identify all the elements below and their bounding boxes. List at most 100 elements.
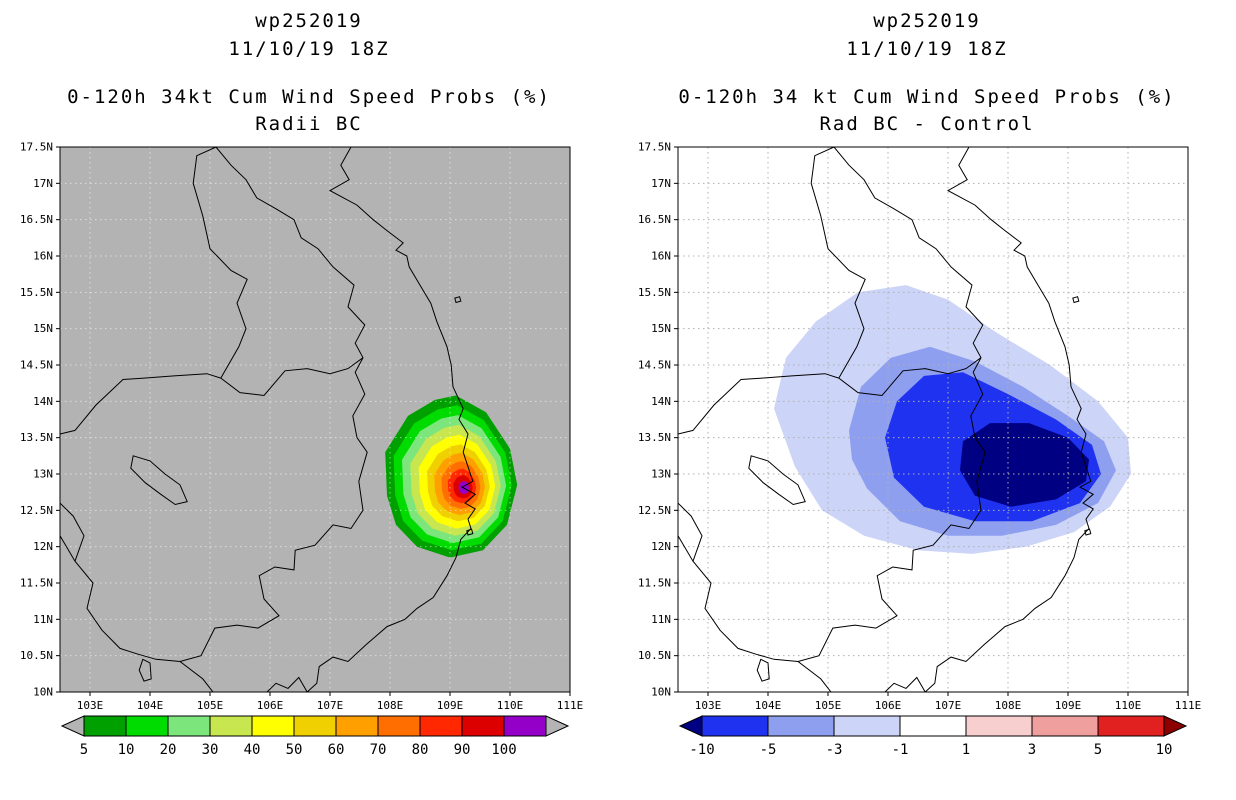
colorbar-label: 5 xyxy=(80,742,88,758)
lat-tick-label: 17N xyxy=(33,177,53,190)
lake-island-shape xyxy=(466,528,474,536)
colorbar-segment xyxy=(83,715,127,737)
lat-tick-label: 11.5N xyxy=(20,577,53,590)
colorbar-segment xyxy=(833,715,901,737)
lat-tick-label: 17N xyxy=(651,177,671,190)
lon-tick-label: 108E xyxy=(377,699,404,712)
coastline-border-line xyxy=(797,147,986,662)
lat-tick-label: 15N xyxy=(33,322,53,335)
coastline-border-line xyxy=(60,535,214,692)
colorbar-label: 5 xyxy=(1094,742,1102,758)
storm-id: wp252019 xyxy=(255,10,363,32)
lat-tick-label: 15.5N xyxy=(638,286,671,299)
lat-tick-label: 13N xyxy=(33,468,53,481)
colorbar-arrow-right xyxy=(1163,715,1188,737)
coastline-border-line xyxy=(306,147,477,692)
colorbar-label: -10 xyxy=(689,742,714,758)
colorbar-segment xyxy=(461,715,505,737)
lon-tick-label: 111E xyxy=(1175,699,1202,712)
colorbar-arrow-left xyxy=(60,715,85,737)
lat-tick-label: 11.5N xyxy=(638,577,671,590)
lat-tick-label: 13.5N xyxy=(20,431,53,444)
colorbar-segment xyxy=(1031,715,1099,737)
map-radii-bc: 10N 10.5N 11N 11.5N 12N 12.5N 13N 13.5N 14N 14.5N… xyxy=(20,141,584,759)
lon-tick-label: 111E xyxy=(557,699,584,712)
lat-tick-label: 10.5N xyxy=(638,649,671,662)
colorbar-label: 20 xyxy=(160,742,177,758)
lon-tick-label: 110E xyxy=(1115,699,1142,712)
lake-island-shape xyxy=(138,658,152,682)
coastline-border-line xyxy=(60,502,85,562)
lon-tick-label: 110E xyxy=(497,699,524,712)
coastline-border-line xyxy=(678,502,703,562)
lon-tick-label: 105E xyxy=(815,699,842,712)
diff-band--10 xyxy=(960,423,1089,507)
lat-tick-label: 15.5N xyxy=(20,286,53,299)
product-title: 0-120h 34 kt Cum Wind Speed Probs (%) xyxy=(678,86,1176,108)
lat-tick-label: 16N xyxy=(33,250,53,263)
map-frame xyxy=(59,146,571,693)
colorbar-label: 1 xyxy=(962,742,970,758)
coastline-border-line xyxy=(678,373,839,435)
lon-tick-label: 108E xyxy=(995,699,1022,712)
colorbar-segment xyxy=(335,715,379,737)
lat-tick-label: 12N xyxy=(33,540,53,553)
lon-tick-label: 105E xyxy=(197,699,224,712)
lake-island-shape xyxy=(454,296,462,304)
colorbar-segment xyxy=(701,715,769,737)
coastline-border-line xyxy=(678,535,832,692)
coastline-border-line xyxy=(810,147,866,379)
colorbar-label: 30 xyxy=(202,742,219,758)
colorbar-label: 90 xyxy=(454,742,471,758)
lon-tick-label: 107E xyxy=(317,699,344,712)
colorbar-label: 40 xyxy=(244,742,261,758)
lat-tick-label: 17.5N xyxy=(638,141,671,154)
colorbar-segment xyxy=(125,715,169,737)
colorbar-label: 80 xyxy=(412,742,429,758)
lon-tick-label: 106E xyxy=(875,699,902,712)
colorbar-label: -5 xyxy=(760,742,777,758)
lake-island-shape xyxy=(748,455,806,506)
colorbar-segment xyxy=(167,715,211,737)
colorbar-label: 10 xyxy=(118,742,135,758)
colorbar-segment xyxy=(965,715,1033,737)
colorbar-label: 100 xyxy=(491,742,516,758)
colorbar-segment xyxy=(503,715,547,737)
map-difference: 10N 10.5N 11N 11.5N 12N 12.5N 13N 13.5N 14N 14.5N… xyxy=(638,141,1202,759)
colorbar-segment xyxy=(293,715,337,737)
colorbar-label: 50 xyxy=(286,742,303,758)
lat-tick-label: 12.5N xyxy=(638,504,671,517)
colorbar-label: 60 xyxy=(328,742,345,758)
lat-tick-label: 16.5N xyxy=(20,213,53,226)
coastline-border-line xyxy=(838,357,982,397)
colorbar-label: -1 xyxy=(892,742,909,758)
product-title: 0-120h 34kt Cum Wind Speed Probs (%) xyxy=(67,86,551,108)
lon-tick-label: 103E xyxy=(77,699,104,712)
coastline-border-line xyxy=(266,676,308,692)
lat-tick-label: 12N xyxy=(651,540,671,553)
lat-tick-label: 10.5N xyxy=(20,649,53,662)
colorbar-segment xyxy=(251,715,295,737)
coastline-border-line xyxy=(924,147,1095,692)
lat-tick-label: 11N xyxy=(651,613,671,626)
lon-tick-label: 104E xyxy=(755,699,782,712)
lat-tick-label: 13.5N xyxy=(638,431,671,444)
right-panel-difference: wp252019 11/10/19 18Z 0-120h 34 kt Cum W… xyxy=(618,0,1236,800)
lat-tick-label: 15N xyxy=(651,322,671,335)
coastline-border-line xyxy=(884,676,926,692)
product-subtitle: Rad BC - Control xyxy=(819,113,1035,135)
lat-tick-label: 14N xyxy=(33,395,53,408)
lat-tick-label: 16N xyxy=(651,250,671,263)
lon-tick-label: 109E xyxy=(1055,699,1082,712)
colorbar-segment xyxy=(767,715,835,737)
storm-id: wp252019 xyxy=(873,10,981,32)
lat-tick-label: 17.5N xyxy=(20,141,53,154)
coastline-border-line xyxy=(192,147,248,379)
coastline-border-line xyxy=(60,373,221,435)
lake-island-shape xyxy=(130,455,188,506)
lon-tick-label: 109E xyxy=(437,699,464,712)
lon-tick-label: 103E xyxy=(695,699,722,712)
lon-tick-label: 107E xyxy=(935,699,962,712)
colorbar-label: 70 xyxy=(370,742,387,758)
colorbar-label: 3 xyxy=(1028,742,1036,758)
